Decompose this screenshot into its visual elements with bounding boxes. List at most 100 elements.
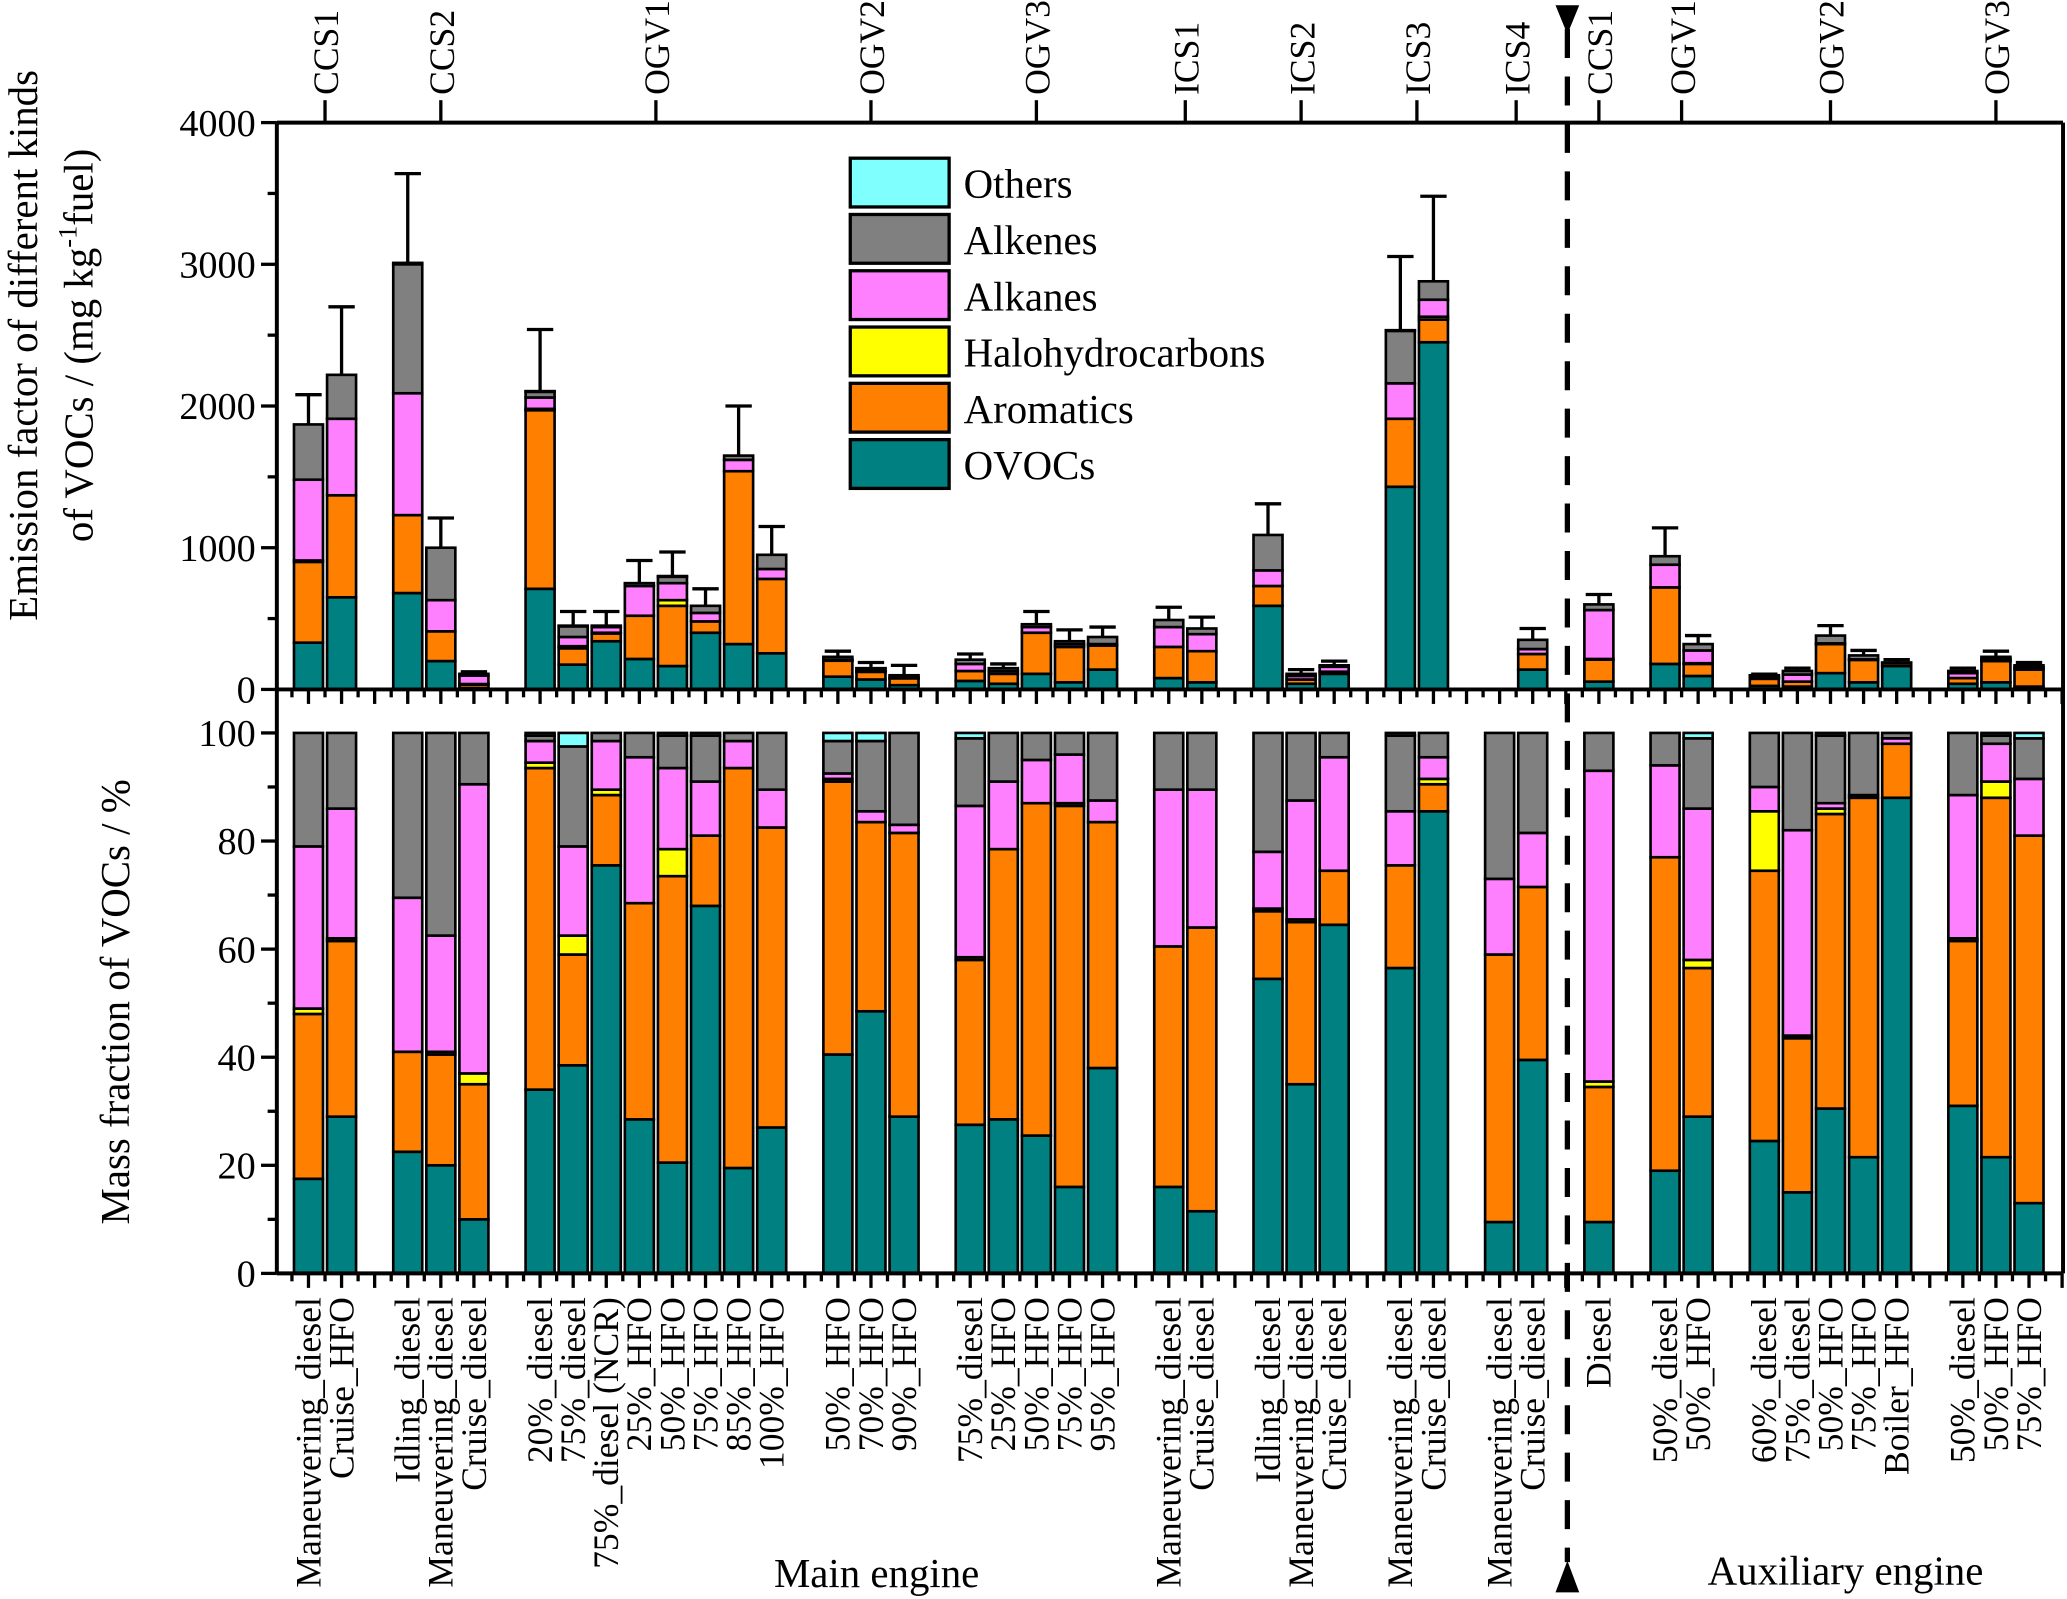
bottom-bar-alkenes	[888, 731, 920, 827]
y-title-post: fuel)	[56, 149, 101, 226]
bottom-bar-ovocs	[1318, 923, 1351, 1275]
bottom-bar-aromatics	[1847, 796, 1880, 1159]
top-bar-aromatics	[755, 577, 788, 655]
top-bar-ovocs	[1318, 672, 1351, 691]
bottom-bar-alkanes	[590, 739, 623, 791]
top-bar-alkanes	[524, 396, 556, 411]
bottom-bar-aromatics	[623, 901, 656, 1121]
bottom-bar-alkanes	[1318, 755, 1351, 873]
divider-arrow-top-icon	[1555, 5, 1580, 35]
bottom-bar-alkenes	[2013, 737, 2045, 781]
group-label: OGV2	[852, 0, 892, 95]
bottom-bar-aromatics	[755, 826, 788, 1129]
category-label: 75%_diesel	[1777, 1297, 1817, 1463]
top-bar-ovocs	[1814, 671, 1847, 691]
bottom-bar-alkenes	[1318, 731, 1351, 759]
bottom-bar-aromatics	[425, 1053, 457, 1167]
top-bar-aromatics	[1086, 644, 1119, 671]
bottom-bar-aromatics	[1384, 864, 1417, 970]
top-bar-alkenes	[1318, 664, 1351, 669]
top-bar-aromatics	[1053, 645, 1086, 684]
bottom-bar-alkenes	[425, 731, 457, 937]
top-bar-ovocs	[292, 641, 325, 691]
bottom-bar-alkenes	[656, 734, 689, 770]
legend-label-ovocs: OVOCs	[964, 443, 1096, 488]
bottom-bar-alkenes	[1252, 731, 1284, 854]
top-bar-alkanes	[1186, 632, 1218, 653]
top-bar-alkanes	[1417, 298, 1450, 319]
bottom-bar-alkanes	[722, 739, 755, 770]
bottom-bar-halohydrocarbons	[458, 1072, 490, 1086]
top-bar-alkenes	[458, 672, 490, 677]
bottom-bar-alkenes	[1020, 731, 1053, 762]
category-label: 50%_HFO	[1678, 1297, 1718, 1451]
top-bar-others	[524, 389, 556, 394]
group-label: CCS1	[1580, 10, 1620, 95]
bottom-bar-alkanes	[458, 782, 490, 1075]
legend-label-aromatics: Aromatics	[964, 387, 1134, 432]
top-bar-ovocs	[722, 642, 755, 691]
bottom-bar-alkenes	[1583, 731, 1615, 773]
legend-swatch-halohydrocarbons	[848, 325, 951, 378]
bottom-bar-ovocs	[1086, 1066, 1119, 1275]
bottom-bar-aromatics	[1880, 742, 1913, 800]
bottom-bar-others	[689, 731, 722, 737]
top-bar-aromatics	[954, 669, 987, 683]
top-bar-aromatics	[722, 469, 755, 646]
bottom-bar-alkenes	[855, 739, 887, 813]
top-bar-alkenes	[1682, 642, 1714, 652]
top-bar-aromatics	[623, 614, 656, 661]
top-bar-alkenes	[755, 553, 788, 571]
top-bar-ovocs	[1020, 672, 1053, 691]
bottom-bar-alkanes	[425, 934, 457, 1054]
bottom-bar-alkanes	[1483, 877, 1516, 956]
top-bar-alkenes	[1947, 669, 1979, 675]
top-bar-aromatics	[1020, 631, 1053, 676]
category-label: 50%_HFO	[1016, 1297, 1056, 1451]
bottom-bar-alkanes	[2013, 777, 2045, 837]
bottom-bar-aromatics	[391, 1050, 424, 1154]
bottom-bar-alkenes	[623, 731, 656, 759]
axes: 0 1000 2000 3000 4000 0 20 40 60 80 100 CCS1 CCS2 OGV…	[179, 0, 2066, 1296]
bottom-bar-others	[855, 731, 887, 743]
bottom-bar-alkanes	[391, 896, 424, 1054]
bottom-bar-others	[2013, 731, 2045, 740]
top-bar-alkenes	[325, 373, 358, 421]
top-bar-alkenes	[1583, 603, 1615, 612]
bottom-bar-ovocs	[1980, 1155, 2012, 1275]
legend-label-alkenes: Alkenes	[964, 218, 1098, 263]
group-label: OGV2	[1812, 0, 1852, 95]
bottom-bar-alkanes	[1748, 785, 1781, 813]
top-bar-alkenes	[1781, 669, 1814, 676]
category-label: 75%_diesel	[950, 1297, 990, 1463]
bottom-bar-aromatics	[1516, 885, 1549, 1062]
bottom-bar-alkenes	[1814, 734, 1847, 805]
top-bar-alkenes	[1285, 672, 1317, 678]
y-title-pre: of VOCs / (mg kg	[56, 248, 101, 542]
top-bar-aromatics	[1417, 318, 1450, 344]
top-bar-alkenes	[1384, 329, 1417, 385]
top-bar-others	[1384, 328, 1417, 333]
category-label: Cruise_diesel	[454, 1297, 494, 1491]
top-bar-others	[656, 574, 689, 579]
top-bar-alkenes	[1152, 618, 1185, 629]
bottom-bar-alkanes	[755, 788, 788, 829]
bottom-bar-alkenes	[1152, 731, 1185, 791]
bottom-bar-alkanes	[1781, 828, 1814, 1037]
category-label: 25%_HFO	[619, 1297, 659, 1451]
category-label: Diesel	[1579, 1297, 1619, 1388]
top-bar-alkanes	[1682, 649, 1714, 665]
bottom-bar-ovocs	[987, 1118, 1020, 1275]
top-bar-alkanes	[391, 391, 424, 517]
bottom-bar-aromatics	[292, 1012, 325, 1181]
top-bar-alkanes	[292, 478, 325, 562]
bottom-bar-alkanes	[1252, 850, 1284, 910]
bottom-bar-aromatics	[325, 939, 358, 1118]
bottom-bar-halohydrocarbons	[1748, 809, 1781, 873]
top-bar-others	[557, 624, 589, 628]
bottom-bar-aromatics	[689, 834, 722, 908]
group-label: CCS2	[422, 10, 462, 95]
bottom-bar-alkanes	[1086, 799, 1119, 824]
legend-label-alkanes: Alkanes	[964, 274, 1098, 319]
bottom-bar-alkenes	[1285, 731, 1317, 802]
